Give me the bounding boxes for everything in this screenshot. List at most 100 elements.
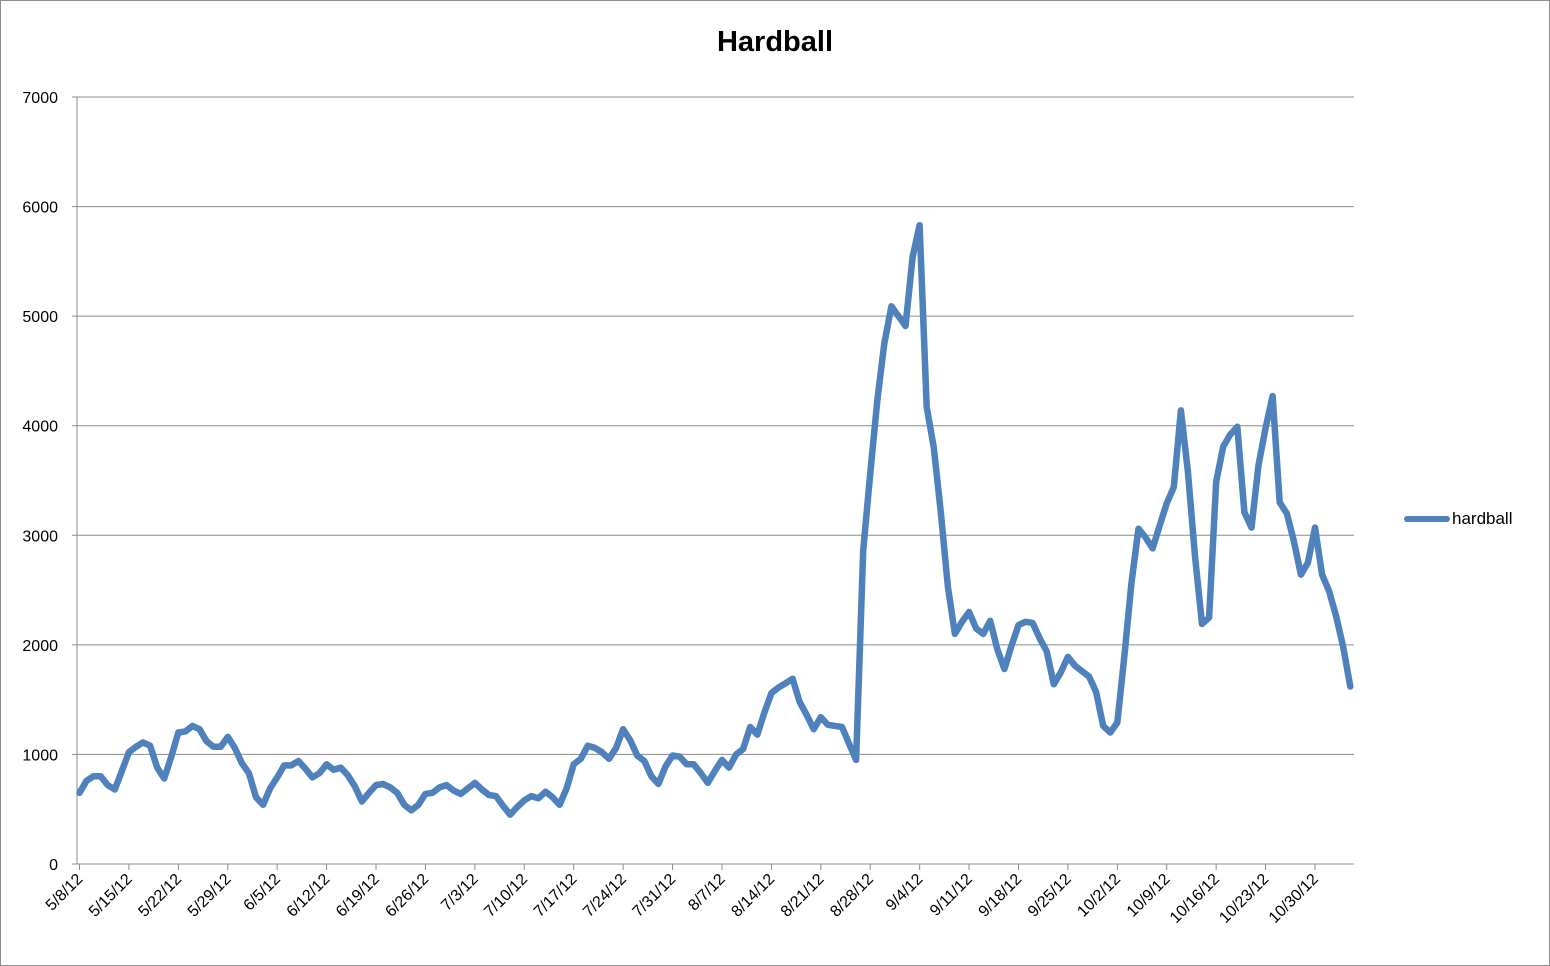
data-point	[346, 773, 350, 777]
data-point	[176, 731, 180, 735]
data-point	[1306, 561, 1310, 565]
data-point	[522, 798, 526, 802]
data-point	[593, 746, 597, 750]
data-point	[395, 791, 399, 795]
data-point	[438, 785, 442, 789]
data-point	[169, 755, 173, 759]
data-point	[1179, 408, 1183, 412]
x-tick-label: 7/17/12	[531, 871, 581, 921]
data-point	[388, 785, 392, 789]
data-point	[1024, 620, 1028, 624]
data-point	[981, 632, 985, 636]
data-point	[1045, 649, 1049, 653]
data-point	[840, 725, 844, 729]
data-point	[85, 779, 89, 783]
data-point	[113, 788, 117, 792]
data-point	[1235, 425, 1239, 429]
x-tick-label: 7/24/12	[580, 871, 630, 921]
data-point	[445, 783, 449, 787]
data-point	[141, 740, 145, 744]
data-point	[1080, 669, 1084, 673]
data-point	[1228, 433, 1232, 437]
data-point	[868, 472, 872, 476]
data-point	[1101, 724, 1105, 728]
y-axis-labels: 0 1000 2000 3000 4000 5000 6000 7000	[22, 90, 77, 874]
data-point	[127, 750, 131, 754]
data-point	[1271, 394, 1275, 398]
data-point	[254, 795, 258, 799]
data-point	[431, 791, 435, 795]
data-point	[925, 405, 929, 409]
y-tick-label: 5000	[22, 309, 58, 326]
data-point	[1348, 685, 1352, 689]
data-point	[1327, 589, 1331, 593]
data-point	[1165, 502, 1169, 506]
legend-swatch	[1404, 516, 1450, 522]
x-tick-label: 10/2/12	[1074, 871, 1124, 921]
data-point	[988, 619, 992, 623]
data-point	[628, 738, 632, 742]
data-point	[311, 775, 315, 779]
series-line-hardball	[76, 221, 1354, 818]
data-point	[1002, 667, 1006, 671]
data-point	[558, 803, 562, 807]
x-tick-label: 6/12/12	[284, 871, 334, 921]
x-tick-label: 6/5/12	[241, 871, 285, 915]
data-point	[381, 782, 385, 786]
data-point	[572, 762, 576, 766]
data-point	[480, 788, 484, 792]
data-point	[360, 800, 364, 804]
data-point	[826, 723, 830, 727]
data-point	[748, 725, 752, 729]
data-point	[847, 742, 851, 746]
data-point	[854, 758, 858, 762]
data-point	[402, 803, 406, 807]
data-point	[1108, 731, 1112, 735]
data-point	[720, 758, 724, 762]
data-point	[99, 774, 103, 778]
data-point	[339, 766, 343, 770]
x-axis-ticks	[79, 864, 1316, 870]
x-tick-label: 9/4/12	[883, 871, 927, 915]
x-tick-label: 5/29/12	[185, 871, 235, 921]
data-point	[685, 762, 689, 766]
data-point	[1257, 463, 1261, 467]
data-point	[1094, 690, 1098, 694]
data-point	[967, 610, 971, 614]
data-point	[791, 677, 795, 681]
data-point	[995, 647, 999, 651]
x-tick-label: 8/14/12	[728, 871, 778, 921]
data-point	[1278, 500, 1282, 504]
data-point	[805, 713, 809, 717]
data-point	[1200, 622, 1204, 626]
data-point	[155, 766, 159, 770]
data-point	[501, 804, 505, 808]
data-point	[1334, 614, 1338, 618]
data-point	[247, 771, 251, 775]
data-point	[1341, 645, 1345, 649]
data-point	[741, 747, 745, 751]
data-point	[565, 786, 569, 790]
legend: hardball	[1404, 506, 1513, 532]
data-point	[296, 759, 300, 763]
data-point	[529, 794, 533, 798]
data-point	[275, 775, 279, 779]
data-point	[1066, 655, 1070, 659]
data-point	[974, 626, 978, 630]
y-tick-label: 1000	[22, 747, 58, 764]
data-point	[120, 769, 124, 773]
data-point	[671, 754, 675, 758]
data-point	[353, 784, 357, 788]
data-point	[1264, 426, 1268, 430]
data-point	[579, 757, 583, 761]
data-point	[727, 766, 731, 770]
data-point	[78, 791, 82, 795]
data-point	[946, 585, 950, 589]
data-point	[1250, 526, 1254, 530]
data-point	[409, 808, 413, 812]
x-tick-label: 9/25/12	[1025, 871, 1075, 921]
x-tick-label: 8/21/12	[778, 871, 828, 921]
data-point	[882, 342, 886, 346]
y-tick-label: 2000	[22, 638, 58, 655]
